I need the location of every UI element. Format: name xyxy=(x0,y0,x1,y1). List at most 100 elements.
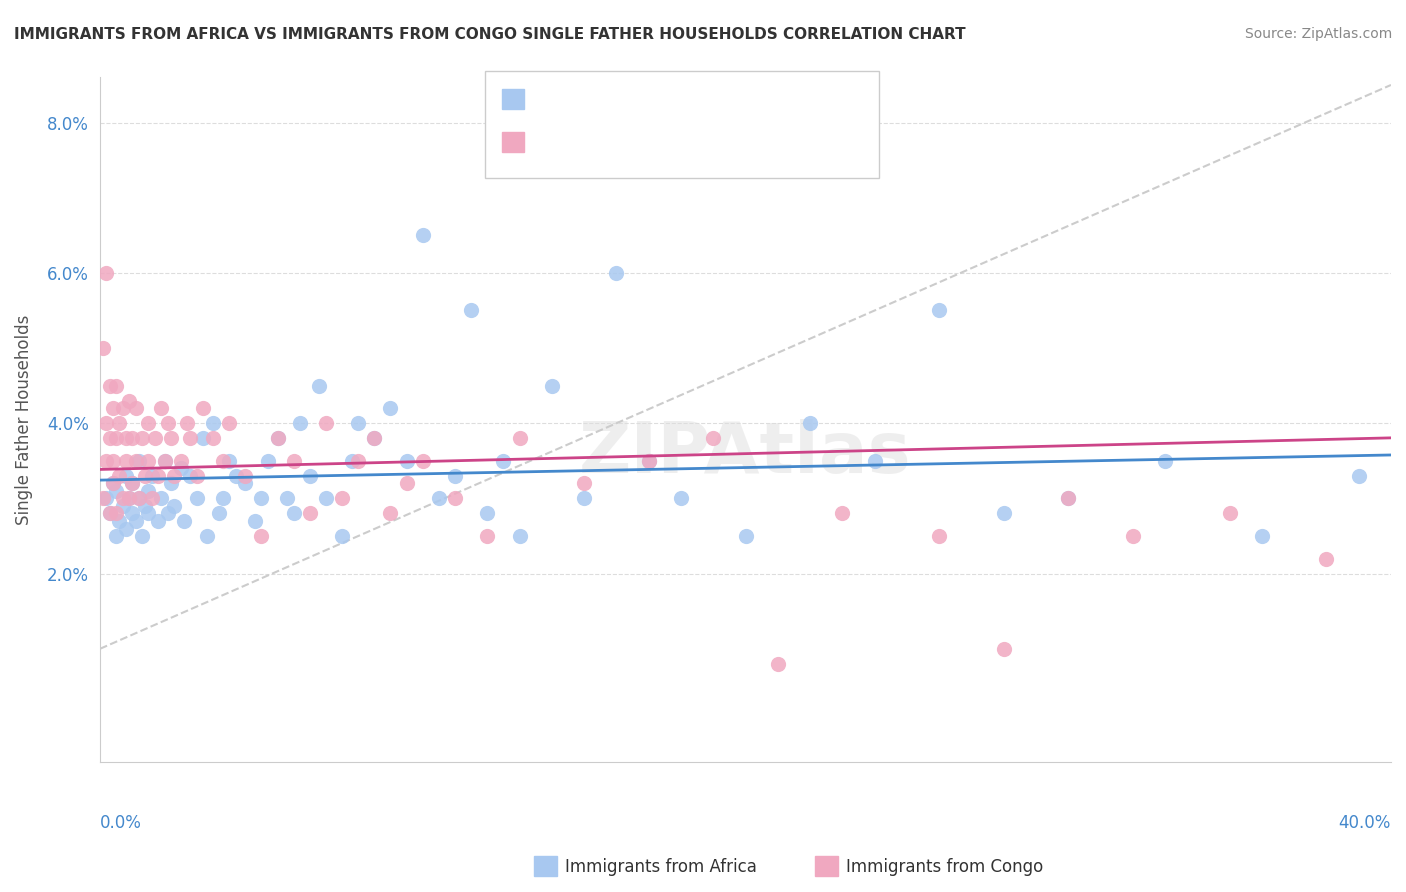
Point xyxy=(150,491,173,506)
Point xyxy=(572,491,595,506)
Point xyxy=(138,507,160,521)
Point xyxy=(176,417,198,431)
Point xyxy=(114,522,136,536)
Point xyxy=(146,469,169,483)
Point xyxy=(186,491,208,506)
Text: 73: 73 xyxy=(711,135,735,153)
Point xyxy=(124,454,146,468)
Point xyxy=(186,469,208,483)
Point xyxy=(105,507,128,521)
Point xyxy=(118,491,141,506)
Point xyxy=(91,341,114,355)
Point xyxy=(111,499,134,513)
Point xyxy=(101,476,124,491)
Text: Immigrants from Africa: Immigrants from Africa xyxy=(565,858,756,876)
Text: 0.0%: 0.0% xyxy=(100,814,142,832)
Point xyxy=(266,431,288,445)
Point xyxy=(114,469,136,483)
Point xyxy=(128,454,150,468)
Y-axis label: Single Father Households: Single Father Households xyxy=(15,314,32,524)
Point xyxy=(363,431,385,445)
Point xyxy=(138,483,160,498)
Point xyxy=(1347,469,1369,483)
Point xyxy=(121,431,143,445)
Point xyxy=(98,507,121,521)
Point xyxy=(153,454,176,468)
Point xyxy=(98,431,121,445)
Point xyxy=(98,507,121,521)
Point xyxy=(121,507,143,521)
Point xyxy=(1057,491,1080,506)
Point xyxy=(395,454,418,468)
Point xyxy=(105,431,128,445)
Point xyxy=(637,454,659,468)
Point xyxy=(98,378,121,392)
Point xyxy=(340,454,363,468)
Point xyxy=(141,491,163,506)
Point xyxy=(734,529,756,543)
Point xyxy=(863,454,886,468)
Point xyxy=(427,491,450,506)
Point xyxy=(540,378,562,392)
Point xyxy=(179,469,201,483)
Point xyxy=(243,514,266,528)
Point xyxy=(201,431,224,445)
Point xyxy=(193,401,215,416)
Point xyxy=(211,491,233,506)
Point xyxy=(412,454,434,468)
Point xyxy=(993,641,1015,656)
Point xyxy=(831,507,853,521)
Point xyxy=(1122,529,1144,543)
Point xyxy=(131,529,153,543)
Point xyxy=(266,431,288,445)
Text: Source: ZipAtlas.com: Source: ZipAtlas.com xyxy=(1244,27,1392,41)
Point xyxy=(108,469,131,483)
Point xyxy=(572,476,595,491)
Point xyxy=(111,401,134,416)
Point xyxy=(118,393,141,408)
Text: R =: R = xyxy=(538,135,575,153)
Point xyxy=(477,529,499,543)
Point xyxy=(91,491,114,506)
Point xyxy=(193,431,215,445)
Point xyxy=(308,378,330,392)
Point xyxy=(1154,454,1177,468)
Point xyxy=(1251,529,1274,543)
Point xyxy=(138,454,160,468)
Point xyxy=(492,454,515,468)
Point xyxy=(605,266,627,280)
Point xyxy=(298,469,321,483)
Point xyxy=(105,378,128,392)
Point xyxy=(380,507,402,521)
Point xyxy=(1315,551,1337,566)
Text: 0.128: 0.128 xyxy=(586,135,638,153)
Point xyxy=(179,431,201,445)
Point xyxy=(256,454,278,468)
Point xyxy=(111,491,134,506)
Point xyxy=(163,469,186,483)
Point xyxy=(114,454,136,468)
Point xyxy=(766,657,789,671)
Point xyxy=(225,469,247,483)
Point xyxy=(146,514,169,528)
Text: N =: N = xyxy=(665,92,702,110)
Point xyxy=(460,303,482,318)
Point xyxy=(702,431,724,445)
Point xyxy=(160,476,183,491)
Text: 40.0%: 40.0% xyxy=(1339,814,1391,832)
Point xyxy=(509,431,531,445)
Point xyxy=(395,476,418,491)
Point xyxy=(124,514,146,528)
Point xyxy=(477,507,499,521)
Point xyxy=(150,401,173,416)
Point xyxy=(288,417,311,431)
Point xyxy=(330,491,353,506)
Text: ZIPAtlas: ZIPAtlas xyxy=(579,419,912,488)
Point xyxy=(233,476,256,491)
Point xyxy=(509,529,531,543)
Point xyxy=(96,417,118,431)
Point xyxy=(143,431,166,445)
Point xyxy=(160,431,183,445)
Point xyxy=(121,476,143,491)
Text: IMMIGRANTS FROM AFRICA VS IMMIGRANTS FROM CONGO SINGLE FATHER HOUSEHOLDS CORRELA: IMMIGRANTS FROM AFRICA VS IMMIGRANTS FRO… xyxy=(14,27,966,42)
